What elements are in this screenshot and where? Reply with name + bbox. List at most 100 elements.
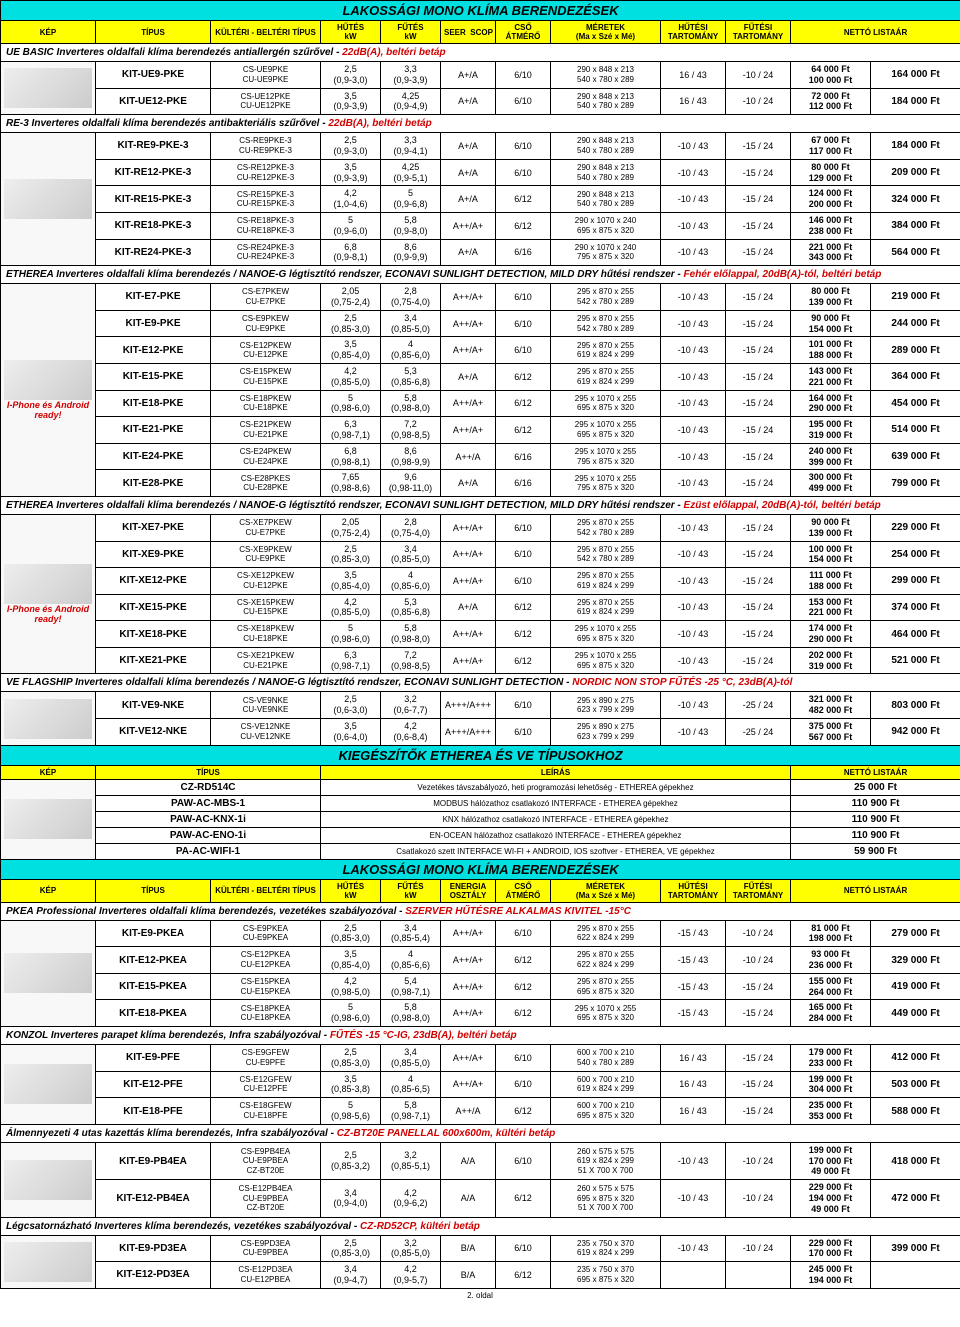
product-type: KIT-VE9-NKE <box>96 692 211 719</box>
cooling-cap: 3,4(0,9-4,7) <box>321 1262 381 1289</box>
hdr3-futesi: FŰTÉSITARTOMÁNY <box>726 879 791 902</box>
indoor-outdoor: CS-VE12NKECU-VE12NKE <box>211 719 321 746</box>
sub-prices: 240 000 Ft399 000 Ft <box>791 443 871 470</box>
pipe-dia: 6/10 <box>496 1045 551 1072</box>
seer-scop: A++/A+ <box>441 973 496 1000</box>
product-image <box>1 1142 96 1217</box>
heat-range: -10 / 24 <box>726 88 791 115</box>
product-row: KIT-E21-PKECS-E21PKEWCU-E21PKE6,3(0,98-7… <box>1 417 960 444</box>
cooling-cap: 4,2(0,98-5,0) <box>321 973 381 1000</box>
sub-prices: 80 000 Ft139 000 Ft <box>791 284 871 311</box>
product-type: KIT-E12-PKE <box>96 337 211 364</box>
heat-range: -15 / 24 <box>726 470 791 497</box>
heat-range: -15 / 24 <box>726 594 791 621</box>
heating-cap: 2,8(0,75-4,0) <box>381 514 441 541</box>
pipe-dia: 6/12 <box>496 1000 551 1027</box>
total-price: 799 000 Ft <box>871 470 960 497</box>
product-type: KIT-E18-PKEA <box>96 1000 211 1027</box>
sub-prices: 81 000 Ft198 000 Ft <box>791 920 871 947</box>
dimensions: 235 x 750 x 370695 x 875 x 320 <box>551 1262 661 1289</box>
section-re3: RE-3 Inverteres oldalfali klíma berendez… <box>1 115 960 133</box>
total-price: 164 000 Ft <box>871 62 960 89</box>
sub-prices: 199 000 Ft304 000 Ft <box>791 1071 871 1098</box>
cooling-cap: 2,05(0,75-2,4) <box>321 514 381 541</box>
total-price: 564 000 Ft <box>871 239 960 266</box>
cool-range: -15 / 43 <box>661 1000 726 1027</box>
product-type: KIT-E24-PKE <box>96 443 211 470</box>
seer-scop: A++/A+ <box>441 514 496 541</box>
indoor-outdoor: CS-E18PKEACU-E18PKEA <box>211 1000 321 1027</box>
pipe-dia: 6/12 <box>496 973 551 1000</box>
cooling-cap: 2,5(0,9-3,0) <box>321 133 381 160</box>
hdr3-cso: CSŐÁTMÉRŐ <box>496 879 551 902</box>
cooling-cap: 4,2(0,85-5,0) <box>321 594 381 621</box>
sub-prices: 245 000 Ft194 000 Ft <box>791 1262 871 1289</box>
product-type: KIT-E12-PD3EA <box>96 1262 211 1289</box>
cooling-cap: 6,8(0,9-8,1) <box>321 239 381 266</box>
product-row: KIT-E12-PB4EACS-E12PB4EACU-E9PBEACZ-BT20… <box>1 1180 960 1217</box>
accessory-type: PAW-AC-KNX-1i <box>96 811 321 827</box>
accessory-type: PA-AC-WIFI-1 <box>96 843 321 859</box>
hdr3-meretek: MÉRETEK(Ma x Szé x Mé) <box>551 879 661 902</box>
cool-range: -10 / 43 <box>661 337 726 364</box>
dimensions: 295 x 1070 x 255695 x 875 x 320 <box>551 647 661 674</box>
cool-range: 16 / 43 <box>661 1045 726 1072</box>
product-type: KIT-E28-PKE <box>96 470 211 497</box>
accessory-row: PAW-AC-MBS-1MODBUS hálózathoz csatlakozó… <box>1 795 960 811</box>
total-price: 289 000 Ft <box>871 337 960 364</box>
product-image: I-Phone és Android ready! <box>1 284 96 497</box>
sub-prices: 90 000 Ft154 000 Ft <box>791 310 871 337</box>
pipe-dia: 6/16 <box>496 239 551 266</box>
indoor-outdoor: CS-UE9PKECU-UE9PKE <box>211 62 321 89</box>
heat-range: -15 / 24 <box>726 417 791 444</box>
indoor-outdoor: CS-E9GFEWCU-E9PFE <box>211 1045 321 1072</box>
heating-cap: 9,6(0,98-11,0) <box>381 470 441 497</box>
sub-prices: 143 000 Ft221 000 Ft <box>791 363 871 390</box>
seer-scop: B/A <box>441 1235 496 1262</box>
pipe-dia: 6/12 <box>496 647 551 674</box>
product-row: KIT-VE9-NKECS-VE9NKECU-VE9NKE2,5(0,6-3,0… <box>1 692 960 719</box>
accessory-price: 25 000 Ft <box>791 779 960 795</box>
indoor-outdoor: CS-RE15PKE-3CU-RE15PKE-3 <box>211 186 321 213</box>
product-type: KIT-XE15-PKE <box>96 594 211 621</box>
dimensions: 290 x 848 x 213540 x 780 x 289 <box>551 62 661 89</box>
heating-cap: 4,25(0,9-5,1) <box>381 159 441 186</box>
product-row: KIT-E18-PKEACS-E18PKEACU-E18PKEA5(0,98-6… <box>1 1000 960 1027</box>
pipe-dia: 6/10 <box>496 88 551 115</box>
dimensions: 295 x 1070 x 255795 x 875 x 320 <box>551 470 661 497</box>
cool-range: -10 / 43 <box>661 1142 726 1179</box>
indoor-outdoor: CS-XE18PKEWCU-E18PKE <box>211 621 321 648</box>
product-row: I-Phone és Android ready!KIT-XE7-PKECS-X… <box>1 514 960 541</box>
total-price: 503 000 Ft <box>871 1071 960 1098</box>
heat-range: -10 / 24 <box>726 1235 791 1262</box>
cool-range: 16 / 43 <box>661 62 726 89</box>
total-price: 514 000 Ft <box>871 417 960 444</box>
heating-cap: 8,6(0,9-9,9) <box>381 239 441 266</box>
hdr-kep2: KÉP <box>1 765 96 779</box>
heating-cap: 3,4(0,85-5,0) <box>381 541 441 568</box>
accessory-price: 59 900 Ft <box>791 843 960 859</box>
product-row: KIT-E15-PKEACS-E15PKEACU-E15PKEA4,2(0,98… <box>1 973 960 1000</box>
sub-prices: 202 000 Ft319 000 Ft <box>791 647 871 674</box>
indoor-outdoor: CS-E12PKEACU-E12PKEA <box>211 947 321 974</box>
dimensions: 290 x 848 x 213540 x 780 x 289 <box>551 88 661 115</box>
dimensions: 295 x 870 x 255695 x 875 x 320 <box>551 973 661 1000</box>
seer-scop: B/A <box>441 1262 496 1289</box>
heating-cap: 4(0,85-6,0) <box>381 568 441 595</box>
indoor-outdoor: CS-E12PD3EACU-E12PBEA <box>211 1262 321 1289</box>
product-row: KIT-XE18-PKECS-XE18PKEWCU-E18PKE5(0,98-6… <box>1 621 960 648</box>
dimensions: 290 x 848 x 213540 x 780 x 289 <box>551 186 661 213</box>
pipe-dia: 6/10 <box>496 133 551 160</box>
product-row: KIT-E9-PD3EACS-E9PD3EACU-E9PBEA2,5(0,85-… <box>1 1235 960 1262</box>
cool-range: -10 / 43 <box>661 310 726 337</box>
indoor-outdoor: CS-XE7PKEWCU-E7PKE <box>211 514 321 541</box>
product-row: KIT-E9-PKECS-E9PKEWCU-E9PKE2,5(0,85-3,0)… <box>1 310 960 337</box>
product-type: KIT-RE15-PKE-3 <box>96 186 211 213</box>
sub-prices: 221 000 Ft343 000 Ft <box>791 239 871 266</box>
section-eth1: ETHEREA Inverteres oldalfali klíma beren… <box>1 266 960 284</box>
dimensions: 295 x 890 x 275623 x 799 x 299 <box>551 692 661 719</box>
cooling-cap: 2,5(0,85-3,0) <box>321 541 381 568</box>
total-price: 412 000 Ft <box>871 1045 960 1072</box>
sub-prices: 80 000 Ft129 000 Ft <box>791 159 871 186</box>
cooling-cap: 2,5(0,85-3,0) <box>321 1045 381 1072</box>
